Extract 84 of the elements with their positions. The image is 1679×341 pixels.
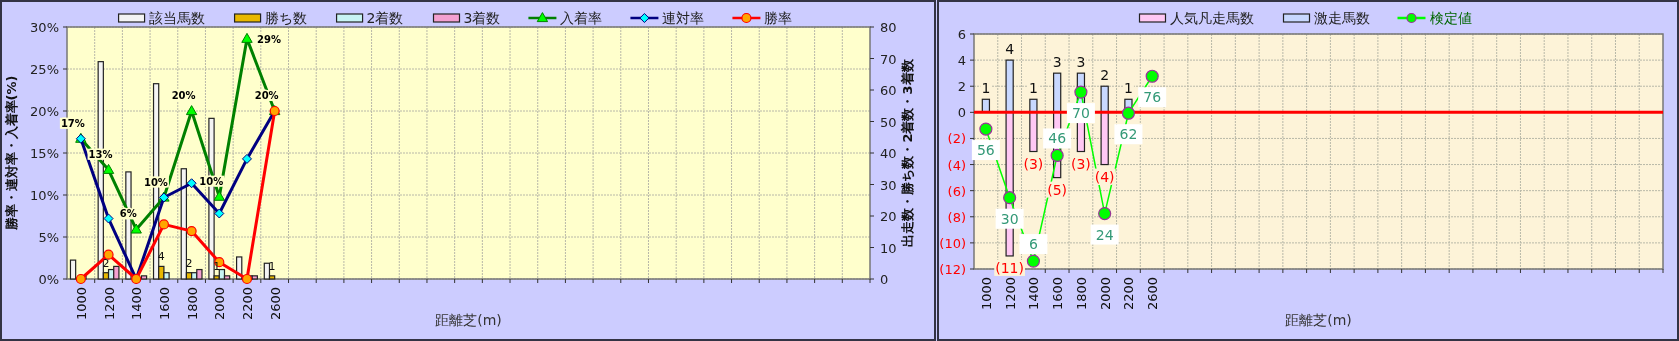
x-tick-label: 1000 (73, 287, 89, 321)
x-tick-label: 2200 (239, 287, 255, 321)
legend-label: 人気凡走馬数 (1169, 10, 1254, 26)
x-tick-label: 1800 (184, 287, 200, 321)
data-label: 3 (1052, 54, 1062, 71)
data-label: 30 (1000, 210, 1019, 227)
data-label: 6 (1028, 236, 1038, 253)
y-tick-label: 25% (30, 62, 59, 77)
data-label: 3 (1076, 54, 1086, 71)
x-tick-label: 2600 (267, 287, 283, 321)
y2-tick-label: 80 (880, 20, 897, 35)
data-label: (5) (1047, 181, 1068, 198)
data-label: 20% (254, 90, 279, 101)
legend-label: 勝ち数 (264, 10, 307, 26)
y-tick-label: (2) (947, 131, 966, 147)
x-tick-label: 2000 (1097, 277, 1113, 311)
data-label: 20% (171, 90, 196, 101)
y2-tick-label: 10 (880, 240, 897, 256)
y-tick-label: 30% (30, 20, 59, 35)
y-tick-label: 5% (38, 230, 59, 245)
legend-label: 検定値 (1429, 10, 1472, 26)
x-axis-title: 距離芝(m) (435, 312, 502, 328)
y-tick-label: (8) (947, 209, 966, 225)
y-tick-label: 15% (30, 146, 59, 161)
x-tick-label: 1600 (156, 287, 172, 321)
x-axis-title: 距離芝(m) (1285, 312, 1352, 328)
y-tick-label: (4) (947, 157, 966, 173)
y-tick-label: 0 (957, 105, 966, 121)
data-label: 4 (1005, 41, 1015, 58)
data-label: (11) (995, 259, 1025, 276)
y-tick-label: 2 (957, 79, 966, 95)
x-tick-label: 1200 (101, 287, 117, 321)
x-tick-label: 2200 (1121, 277, 1137, 311)
y2-tick-label: 30 (880, 177, 897, 193)
y-tick-label: 4 (957, 53, 966, 69)
data-label: (3) (1070, 155, 1091, 172)
data-label: 2 (1100, 67, 1110, 84)
y-tick-label: 6 (957, 27, 966, 42)
y2-tick-label: 20 (880, 209, 897, 224)
legend-label: 該当馬数 (148, 10, 205, 26)
x-tick-label: 1400 (1026, 277, 1042, 311)
y-tick-label: (12) (939, 262, 966, 277)
data-label: 76 (1143, 89, 1162, 106)
data-label: (3) (1023, 155, 1044, 172)
y-tick-label: (6) (947, 183, 966, 199)
data-label: 62 (1119, 126, 1138, 143)
y-axis-title: 勝率・連対率・入着率(%) (4, 75, 19, 232)
legend-label: 3着数 (463, 10, 501, 26)
data-label: 10% (199, 175, 224, 187)
data-label: 10% (143, 176, 168, 188)
y-tick-label: 20% (30, 104, 59, 119)
y2-tick-label: 70 (880, 51, 897, 67)
x-tick-label: 2600 (1145, 277, 1161, 311)
y2-tick-label: 40 (880, 146, 897, 161)
legend-label: 連対率 (662, 10, 705, 26)
data-label: 56 (976, 142, 995, 159)
data-label: (4) (1094, 168, 1115, 185)
data-label: 1 (981, 80, 991, 97)
y-tick-label: (10) (939, 235, 966, 251)
x-tick-label: 1800 (1073, 277, 1089, 311)
y2-tick-label: 60 (880, 83, 897, 98)
y2-tick-label: 50 (880, 114, 897, 130)
y-tick-label: 0% (38, 272, 59, 287)
data-label: 1 (1028, 80, 1038, 97)
y2-tick-label: 0 (880, 272, 889, 287)
y-tick-label: 10% (30, 188, 59, 203)
data-label: 46 (1048, 130, 1067, 147)
legend-label: 2着数 (366, 10, 404, 26)
data-label: 70 (1072, 105, 1090, 122)
data-label: 29% (257, 33, 281, 45)
data-label: 6% (119, 208, 137, 220)
x-tick-label: 1000 (978, 277, 994, 311)
legend-label: 激走馬数 (1313, 10, 1370, 26)
data-label: 24 (1095, 226, 1114, 243)
legend-label: 勝率 (764, 10, 793, 26)
y2-axis-title: 出走数・勝ち数・2着数・3着数 (900, 58, 915, 247)
x-tick-label: 1200 (1002, 277, 1018, 311)
x-tick-label: 1400 (129, 287, 145, 321)
legend-label: 入着率 (560, 10, 603, 26)
x-tick-label: 1600 (1050, 277, 1066, 311)
data-label: 13% (88, 148, 113, 160)
x-tick-label: 2000 (212, 287, 228, 321)
data-label: 17% (60, 117, 85, 129)
data-label: 1 (1123, 80, 1133, 97)
